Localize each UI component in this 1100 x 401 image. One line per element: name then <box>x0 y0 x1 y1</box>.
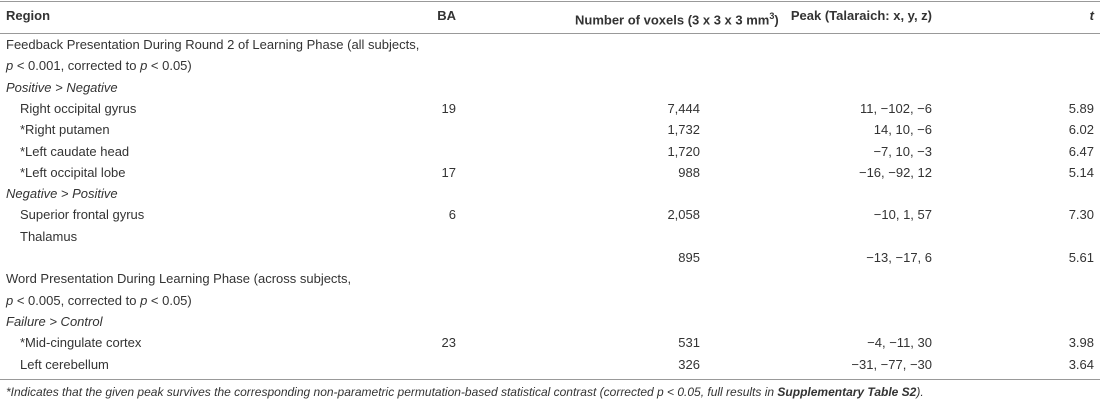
ba-cell: 17 <box>441 164 456 180</box>
ba-cell: 23 <box>441 335 456 351</box>
t-cell: 5.89 <box>1068 100 1094 116</box>
voxels-cell: 988 <box>678 164 700 180</box>
header-voxels-sup: 3 <box>769 11 775 21</box>
region-cell: *Left occipital lobe <box>20 164 126 180</box>
text-segment: p <box>6 292 14 308</box>
region-cell: Thalamus <box>20 228 78 244</box>
text-segment: Word Presentation During Learning Phase … <box>6 271 352 287</box>
voxels-cell: 1,720 <box>667 143 700 159</box>
subsection-heading: Positive > Negative <box>6 79 118 95</box>
header-voxels: Number of voxels (3 x 3 x 3 mm3) <box>575 6 779 30</box>
bottom-rule <box>0 379 1100 380</box>
peak-cell: 11, −102, −6 <box>859 100 932 116</box>
text-segment: p <box>6 58 14 74</box>
region-cell: Superior frontal gyrus <box>20 207 145 223</box>
text-segment: *Indicates that the given peak survives … <box>6 385 778 399</box>
text-segment: p <box>140 58 148 74</box>
header-region: Region <box>6 8 51 23</box>
region-cell: Right occipital gyrus <box>20 100 137 116</box>
footnote: *Indicates that the given peak survives … <box>6 382 924 401</box>
header-ba: BA <box>437 8 456 23</box>
text-segment: Feedback Presentation During Round 2 of … <box>6 37 420 52</box>
header-rule <box>0 33 1100 34</box>
text-segment: < 0.05) <box>147 292 192 308</box>
t-cell: 3.64 <box>1068 356 1094 372</box>
header-peak: Peak (Talaraich: x, y, z) <box>790 8 932 23</box>
region-cell: *Right putamen <box>20 122 110 138</box>
text-segment: ). <box>916 385 924 399</box>
peak-cell: −10, 1, 57 <box>873 207 932 223</box>
t-cell: 3.98 <box>1068 335 1094 351</box>
text-segment: p <box>140 292 148 308</box>
peak-cell: −4, −11, 30 <box>867 335 932 351</box>
voxels-cell: 2,058 <box>667 207 700 223</box>
header-voxels-text: Number of voxels (3 x 3 x 3 mm <box>575 12 770 28</box>
text-segment: < 0.05) <box>147 58 192 74</box>
top-rule <box>0 1 1100 2</box>
t-cell: 5.14 <box>1068 164 1094 180</box>
subsection-heading: Negative > Positive <box>6 186 118 202</box>
header-voxels-end: ) <box>774 12 779 28</box>
text-segment: < 0.001, corrected to <box>13 58 141 74</box>
t-cell: 5.61 <box>1068 250 1094 265</box>
section-heading: Word Presentation During Learning Phase … <box>6 269 351 289</box>
voxels-cell: 895 <box>678 250 700 265</box>
header-t: t <box>1089 8 1094 23</box>
text-segment: < 0.005, corrected to <box>13 292 141 308</box>
peak-cell: −16, −92, 12 <box>858 164 932 180</box>
ba-cell: 6 <box>448 207 456 223</box>
voxels-cell: 1,732 <box>667 122 700 138</box>
peak-cell: −13, −17, 6 <box>866 250 932 265</box>
t-cell: 6.02 <box>1068 122 1094 138</box>
subsection-heading: Failure > Control <box>6 313 103 329</box>
peak-cell: −7, 10, −3 <box>873 143 932 159</box>
region-cell: *Mid-cingulate cortex <box>20 335 142 351</box>
peak-cell: 14, 10, −6 <box>873 122 932 138</box>
voxels-cell: 531 <box>678 335 700 351</box>
region-cell: Left cerebellum <box>20 356 109 372</box>
voxels-cell: 7,444 <box>667 100 700 116</box>
section-heading: p < 0.005, corrected to p < 0.05) <box>6 291 192 311</box>
t-cell: 7.30 <box>1068 207 1094 223</box>
text-segment: Supplementary Table S2 <box>777 385 917 399</box>
t-cell: 6.47 <box>1068 143 1094 159</box>
ba-cell: 19 <box>441 100 456 116</box>
section-heading: p < 0.001, corrected to p < 0.05) <box>6 56 192 76</box>
region-cell: *Left caudate head <box>20 143 130 159</box>
section-heading: Feedback Presentation During Round 2 of … <box>6 35 419 55</box>
voxels-cell: 326 <box>678 356 700 372</box>
peak-cell: −31, −77, −30 <box>851 356 932 372</box>
